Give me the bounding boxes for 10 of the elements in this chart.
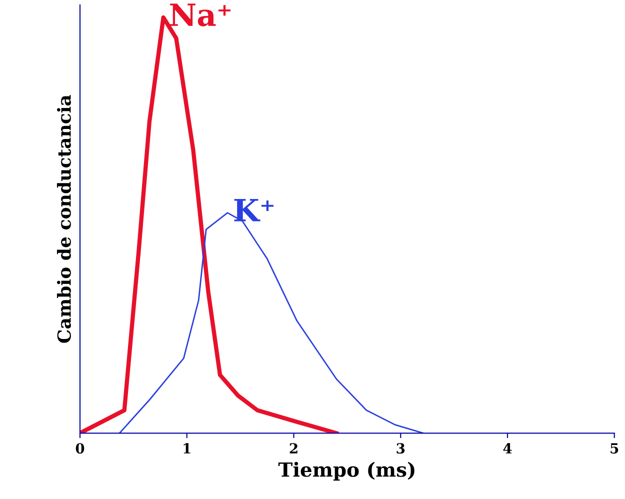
x-tick-label: 4 xyxy=(503,443,512,454)
series-label: K⁺ xyxy=(234,198,274,222)
x-tick-label: 0 xyxy=(76,443,84,454)
series-label: Na⁺ xyxy=(170,4,231,26)
x-tick-label: 3 xyxy=(396,443,405,454)
x-axis-title: Tiempo (ms) xyxy=(278,462,414,481)
x-tick-label: 1 xyxy=(184,443,190,454)
y-axis-title: Cambio de conductancia xyxy=(56,94,71,343)
x-tick-label: 5 xyxy=(610,443,618,454)
x-tick-label: 2 xyxy=(290,443,298,454)
